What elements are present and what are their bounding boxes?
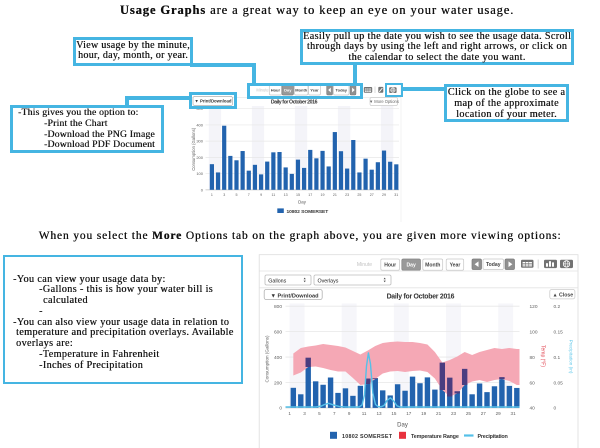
svg-text:100: 100: [530, 329, 538, 335]
svg-text:27: 27: [370, 193, 374, 197]
svg-text:29: 29: [382, 193, 386, 197]
svg-text:800: 800: [274, 304, 282, 310]
svg-text:400: 400: [196, 122, 203, 127]
svg-text:Temp (°F): Temp (°F): [540, 345, 546, 367]
svg-text:120: 120: [530, 304, 538, 310]
svg-text:23: 23: [451, 411, 457, 416]
svg-text:Day: Day: [284, 87, 292, 92]
svg-text:80: 80: [530, 355, 536, 361]
svg-text:31: 31: [394, 193, 398, 197]
svg-text:Minute: Minute: [256, 87, 269, 92]
svg-text:Month: Month: [295, 87, 308, 92]
svg-text:100: 100: [196, 171, 203, 176]
svg-text:1: 1: [211, 193, 213, 197]
svg-text:Month: Month: [425, 262, 440, 268]
svg-text:25: 25: [357, 193, 361, 197]
svg-text:300: 300: [196, 139, 203, 144]
svg-text:Day: Day: [298, 199, 307, 204]
svg-text:11: 11: [362, 411, 367, 416]
svg-text:31: 31: [511, 411, 517, 416]
svg-text:9: 9: [348, 411, 351, 416]
svg-text:13: 13: [376, 411, 382, 416]
svg-text:11: 11: [272, 193, 276, 197]
svg-text:Temperature Range: Temperature Range: [411, 434, 459, 440]
svg-text:400: 400: [274, 355, 282, 361]
svg-text:▼ More Options: ▼ More Options: [369, 99, 399, 104]
svg-text:0.2: 0.2: [554, 304, 561, 310]
svg-text:7: 7: [248, 193, 250, 197]
svg-text:200: 200: [274, 380, 282, 386]
svg-text:0: 0: [554, 406, 557, 412]
svg-text:Consumption (Gallons): Consumption (Gallons): [191, 127, 196, 170]
svg-text:Hour: Hour: [271, 87, 281, 92]
svg-text:9: 9: [260, 193, 262, 197]
svg-text:3: 3: [223, 193, 225, 197]
svg-text:Overlays: Overlays: [318, 278, 339, 284]
svg-text:15: 15: [296, 193, 300, 197]
svg-text:10802 SOMERSET: 10802 SOMERSET: [342, 434, 393, 440]
svg-text:21: 21: [436, 411, 442, 416]
svg-text:▲ Close: ▲ Close: [552, 293, 573, 299]
svg-text:40: 40: [530, 406, 536, 412]
svg-text:Daily for October 2016: Daily for October 2016: [387, 294, 455, 301]
svg-text:17: 17: [308, 193, 312, 197]
svg-text:Hour: Hour: [384, 262, 396, 268]
svg-text:0: 0: [201, 187, 204, 192]
svg-text:Consumption (Gallons): Consumption (Gallons): [265, 335, 270, 382]
svg-text:19: 19: [421, 411, 427, 416]
svg-text:29: 29: [496, 411, 502, 416]
svg-text:0.05: 0.05: [554, 380, 564, 386]
svg-text:Today: Today: [486, 262, 501, 268]
svg-text:15: 15: [391, 411, 397, 416]
svg-text:3: 3: [303, 411, 306, 416]
svg-text:Minute: Minute: [357, 262, 372, 268]
svg-text:10802 SOMERSET: 10802 SOMERSET: [287, 209, 329, 215]
svg-text:Year: Year: [310, 87, 319, 92]
svg-text:Precipitation: Precipitation: [478, 434, 508, 440]
svg-text:Precipitation (in): Precipitation (in): [569, 340, 574, 374]
svg-text:Gallons: Gallons: [268, 278, 286, 284]
svg-text:7: 7: [333, 411, 336, 416]
svg-text:▼ Print/Download: ▼ Print/Download: [195, 99, 232, 104]
svg-text:13: 13: [284, 193, 288, 197]
svg-text:1: 1: [288, 411, 291, 416]
svg-text:21: 21: [333, 193, 337, 197]
svg-text:60: 60: [530, 380, 536, 386]
svg-text:5: 5: [235, 193, 237, 197]
svg-text:0.15: 0.15: [554, 329, 564, 335]
svg-text:Day: Day: [406, 262, 416, 268]
svg-text:25: 25: [466, 411, 472, 416]
svg-text:0.1: 0.1: [554, 355, 561, 361]
svg-text:19: 19: [321, 193, 325, 197]
svg-text:17: 17: [406, 411, 412, 416]
svg-text:200: 200: [196, 155, 203, 160]
svg-text:23: 23: [345, 193, 349, 197]
svg-text:Year: Year: [450, 262, 461, 268]
svg-text:5: 5: [318, 411, 321, 416]
svg-text:▼ Print/Download: ▼ Print/Download: [270, 293, 319, 299]
svg-text:Today: Today: [336, 87, 348, 92]
svg-text:600: 600: [274, 329, 282, 335]
svg-text:Day: Day: [397, 423, 408, 429]
svg-text:27: 27: [481, 411, 487, 416]
svg-text:0: 0: [279, 406, 282, 412]
svg-text:Daily for October 2016: Daily for October 2016: [271, 99, 318, 105]
